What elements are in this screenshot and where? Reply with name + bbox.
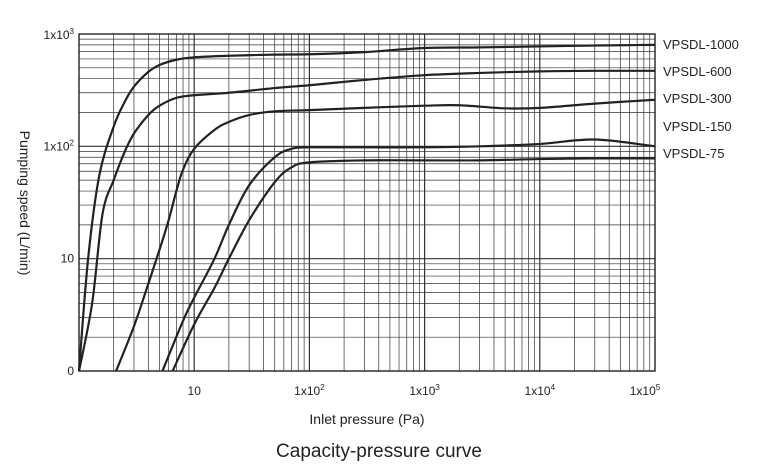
x-axis-label: Inlet pressure (Pa) bbox=[309, 411, 424, 427]
y-tick-label: 10 bbox=[61, 252, 75, 266]
capacity-pressure-chart: 10 1x102 1x103 1x104 1x105 0 10 1x102 1x103 VPS… bbox=[17, 27, 739, 427]
x-tick-label: 1x105 bbox=[630, 383, 661, 398]
series-label-vpsdl-75: VPSDL-75 bbox=[663, 146, 724, 161]
series-line-vpsdl-300 bbox=[115, 98, 656, 372]
x-tick-label: 10 bbox=[188, 384, 202, 398]
plot-frame bbox=[78, 33, 656, 372]
series-label-vpsdl-600: VPSDL-600 bbox=[663, 64, 732, 79]
series-label-vpsdl-300: VPSDL-300 bbox=[663, 91, 732, 106]
x-tick-label: 1x103 bbox=[409, 383, 440, 398]
series-labels: VPSDL-1000 VPSDL-600 VPSDL-300 VPSDL-150 VPS… bbox=[663, 37, 739, 161]
y-tick-label: 0 bbox=[67, 364, 74, 378]
y-axis-label: Pumping speed (L/min) bbox=[17, 131, 33, 276]
y-tick-label: 1x103 bbox=[44, 27, 75, 42]
series-lines bbox=[77, 43, 656, 372]
x-tick-label: 1x102 bbox=[294, 383, 325, 398]
x-tick-label: 1x104 bbox=[525, 383, 556, 398]
series-line-vpsdl-1000 bbox=[77, 43, 656, 372]
series-line-vpsdl-150 bbox=[161, 138, 656, 372]
chart-caption: Capacity-pressure curve bbox=[276, 441, 482, 462]
y-tick-labels: 0 10 1x102 1x103 bbox=[44, 27, 75, 378]
series-label-vpsdl-150: VPSDL-150 bbox=[663, 119, 732, 134]
x-tick-labels: 10 1x102 1x103 1x104 1x105 bbox=[188, 383, 661, 398]
grid bbox=[79, 34, 655, 371]
y-tick-label: 1x102 bbox=[44, 138, 75, 153]
series-line-vpsdl-75 bbox=[171, 157, 656, 372]
series-line-vpsdl-600 bbox=[77, 69, 656, 372]
series-label-vpsdl-1000: VPSDL-1000 bbox=[663, 37, 739, 52]
